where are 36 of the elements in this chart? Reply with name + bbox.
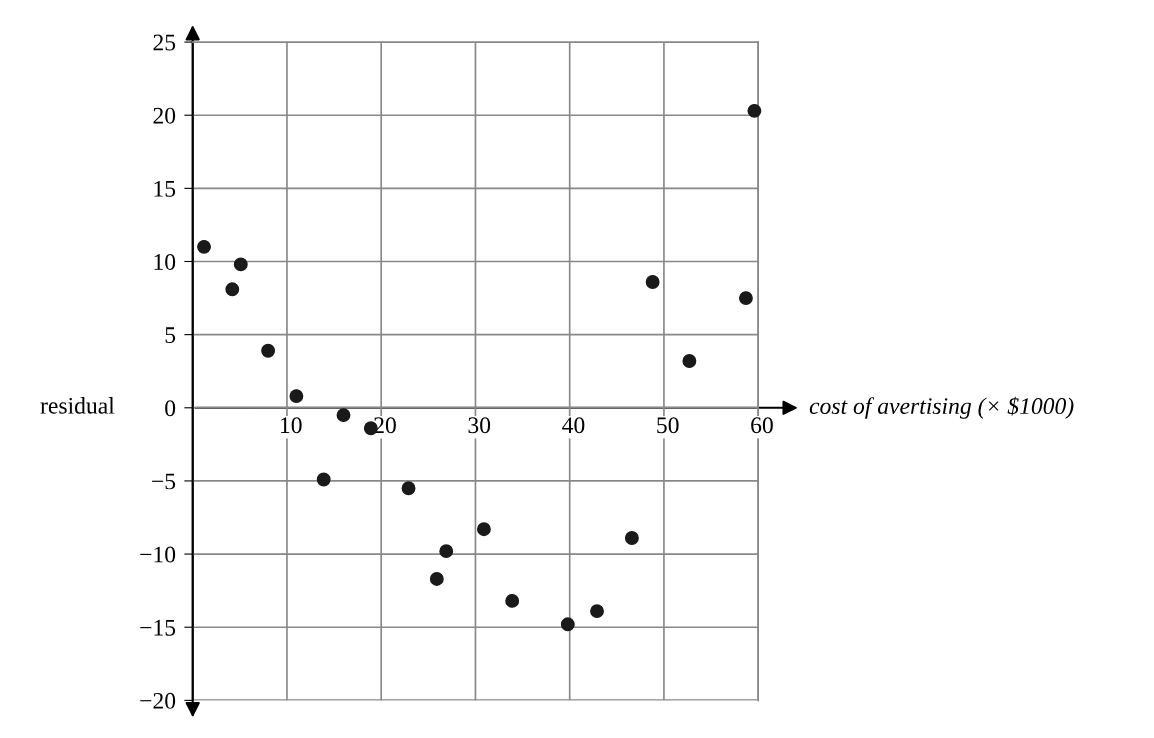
y-axis-title: residual [40, 397, 115, 414]
y-tick-label: −15 [140, 619, 176, 636]
point [747, 103, 762, 118]
y-tick-label: 25 [153, 34, 176, 51]
x-tick-label: 60 [751, 417, 773, 434]
x-axis-title: cost of avertising (× $1000) [809, 396, 1074, 419]
point [233, 257, 248, 272]
point [261, 343, 276, 358]
y-tick-label: 20 [153, 107, 176, 124]
x-tick-label: 10 [281, 417, 302, 434]
y-tick-label: −10 [140, 546, 176, 563]
point [401, 481, 416, 496]
y-tick-label: 5 [165, 327, 176, 344]
y-tick-label: 15 [154, 180, 176, 197]
y-tick-label: −5 [152, 473, 176, 490]
point [197, 239, 211, 254]
point [738, 291, 753, 306]
y-tick-label: 0 [165, 400, 176, 417]
point [225, 282, 240, 297]
x-tick-label: 40 [562, 417, 585, 434]
y-tick-label: 10 [154, 253, 176, 270]
x-tick-label: 50 [657, 417, 679, 434]
point [505, 593, 520, 608]
point [682, 354, 697, 368]
point [429, 571, 444, 586]
point [289, 389, 304, 404]
point [316, 472, 331, 487]
point [645, 275, 660, 289]
y-tick-label: −20 [140, 692, 176, 709]
point [439, 544, 454, 559]
point [624, 531, 639, 545]
point [560, 617, 575, 632]
point [336, 408, 351, 423]
point [476, 522, 491, 537]
x-tick-label: 30 [468, 417, 491, 434]
point [590, 604, 604, 619]
